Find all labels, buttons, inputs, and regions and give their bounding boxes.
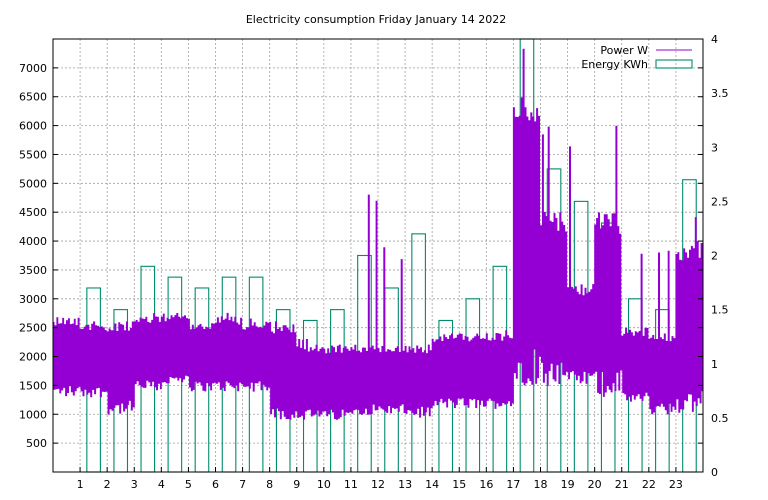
- y-tick-label: 4000: [19, 235, 47, 248]
- y-tick-label: 4500: [19, 206, 47, 219]
- x-tick-label: 8: [266, 478, 273, 491]
- x-tick-label: 5: [185, 478, 192, 491]
- x-tick-label: 2: [104, 478, 111, 491]
- legend-power-label: Power W: [600, 44, 648, 57]
- y2-tick-label: 4: [711, 33, 718, 46]
- y2-tick-label: 1: [711, 358, 718, 371]
- x-tick-label: 7: [239, 478, 246, 491]
- y-tick-label: 500: [26, 437, 47, 450]
- plot-frame: [52, 38, 704, 473]
- y2-tick-label: 3: [711, 141, 718, 154]
- y2-tick-label: 2.5: [711, 195, 729, 208]
- x-tick-label: 20: [588, 478, 602, 491]
- x-tick-label: 15: [452, 478, 466, 491]
- x-tick-label: 6: [212, 478, 219, 491]
- y-tick-label: 6000: [19, 120, 47, 133]
- x-tick-label: 21: [615, 478, 629, 491]
- y2-tick-label: 1.5: [711, 304, 729, 317]
- chart-title: Electricity consumption Friday January 1…: [246, 13, 506, 26]
- y-tick-label: 2500: [19, 322, 47, 335]
- y-tick-label: 3500: [19, 264, 47, 277]
- power-series-line: [52, 48, 703, 420]
- x-tick-label: 18: [534, 478, 548, 491]
- power-line: [52, 48, 703, 420]
- legend-energy-label: Energy KWh: [581, 58, 648, 71]
- x-tick-label: 23: [669, 478, 683, 491]
- x-tick-label: 17: [506, 478, 520, 491]
- x-tick-label: 11: [344, 478, 358, 491]
- y-tick-label: 1000: [19, 408, 47, 421]
- x-tick-label: 19: [561, 478, 575, 491]
- y-tick-label: 5500: [19, 148, 47, 161]
- x-tick-label: 12: [371, 478, 385, 491]
- y2-tick-label: 2: [711, 250, 718, 263]
- axes: 500 1000 1500 2000 2500 3000 3500 4000 4500 5000 5…: [19, 33, 729, 491]
- x-tick-label: 4: [158, 478, 165, 491]
- x-tick-label: 1: [77, 478, 84, 491]
- x-tick-label: 10: [317, 478, 331, 491]
- y-tick-label: 2000: [19, 351, 47, 364]
- x-tick-label: 16: [479, 478, 493, 491]
- x-tick-label: 13: [398, 478, 412, 491]
- y-tick-label: 5000: [19, 177, 47, 190]
- y-tick-label: 3000: [19, 293, 47, 306]
- x-tick-label: 14: [425, 478, 439, 491]
- x-tick-label: 9: [293, 478, 300, 491]
- y-tick-label: 1500: [19, 379, 47, 392]
- legend-energy-swatch: [655, 59, 693, 69]
- y-tick-label: 6500: [19, 91, 47, 104]
- y-tick-label: 7000: [19, 62, 47, 75]
- x-tick-label: 22: [642, 478, 656, 491]
- x-tick-label: 3: [131, 478, 138, 491]
- y2-tick-label: 3.5: [711, 87, 729, 100]
- y2-tick-label: 0: [711, 466, 718, 479]
- y2-tick-label: 0.5: [711, 412, 729, 425]
